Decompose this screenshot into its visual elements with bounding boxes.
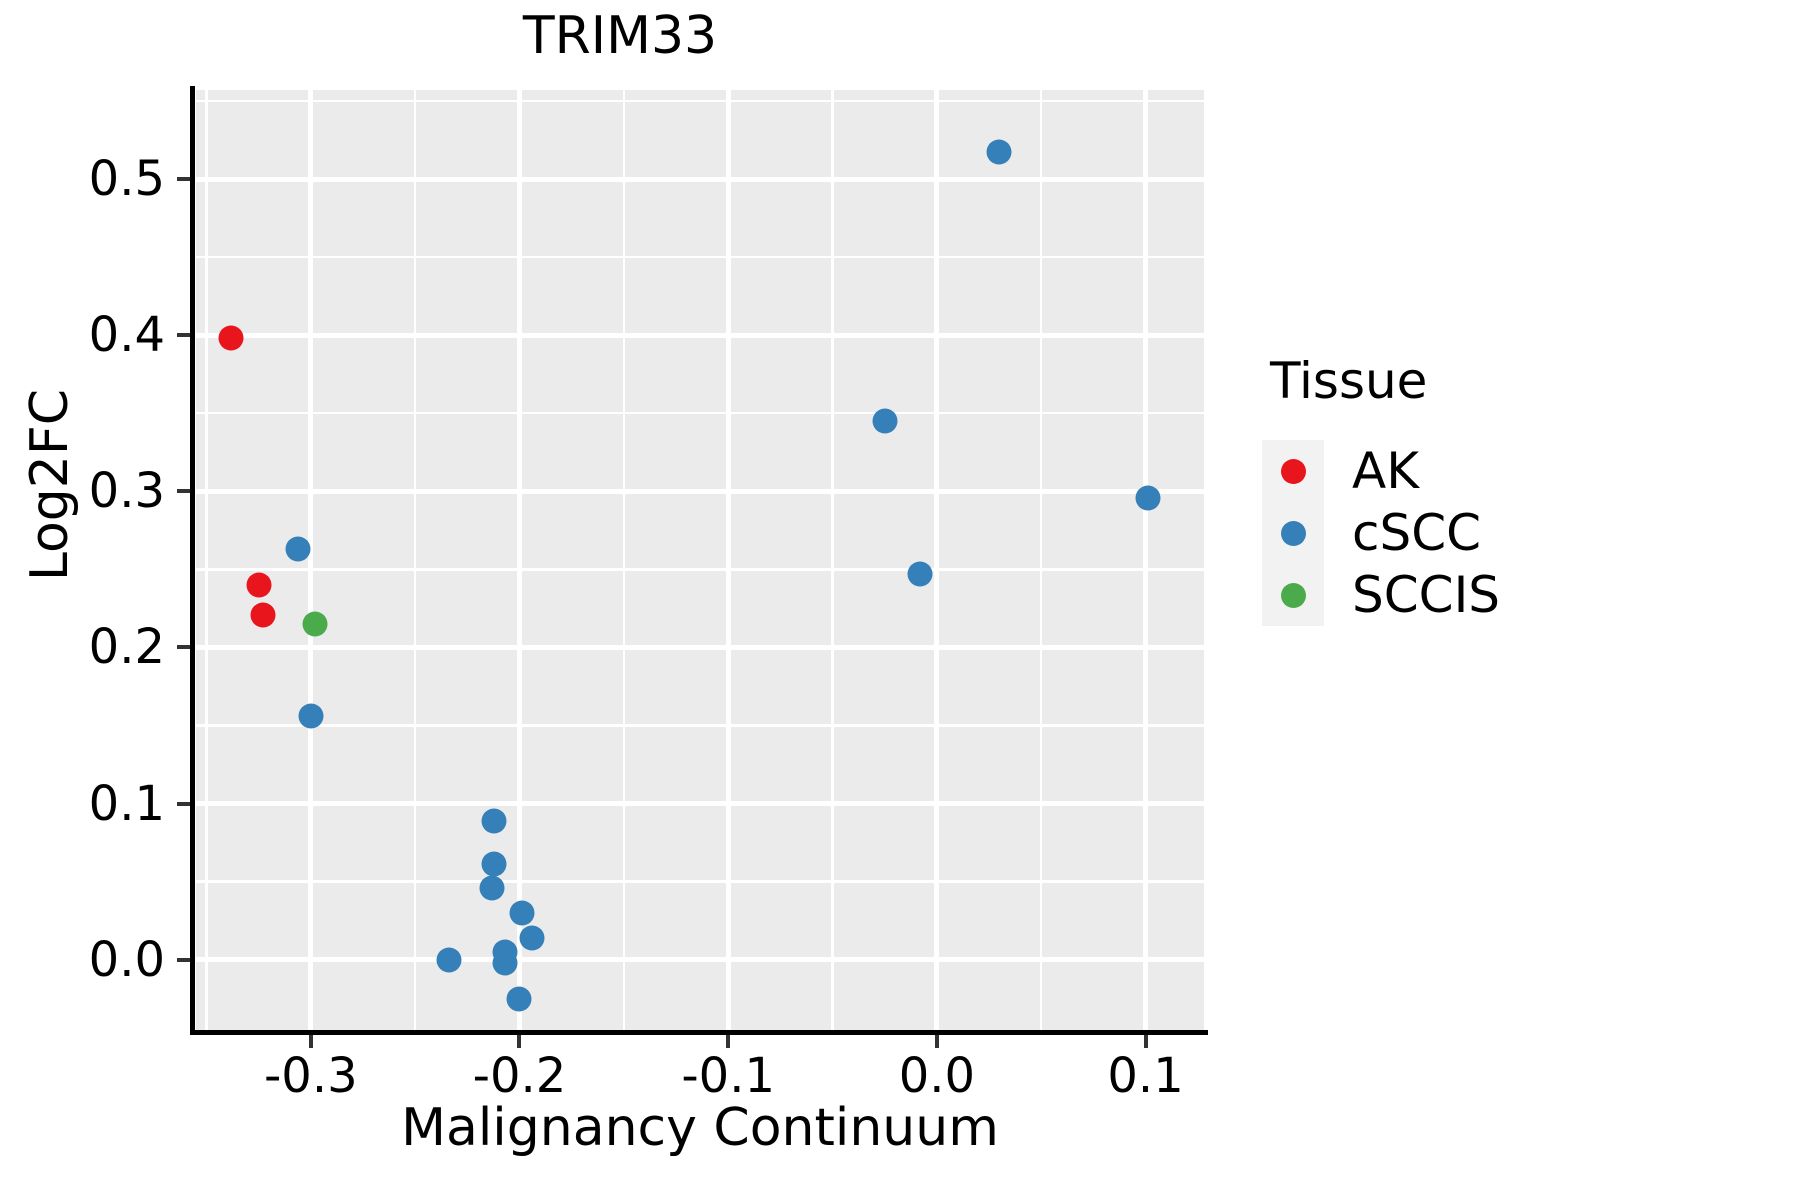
gridline <box>196 176 1204 182</box>
legend-dot-icon <box>1280 582 1306 608</box>
legend-key-swatch <box>1262 564 1324 626</box>
x-tick-label: -0.1 <box>681 1048 775 1104</box>
gridline <box>1039 90 1043 1030</box>
y-axis-line <box>190 86 195 1034</box>
gridline <box>725 90 731 1030</box>
x-tick-mark <box>1143 1035 1148 1048</box>
data-point-cscc <box>436 947 462 973</box>
gridline <box>831 90 834 1030</box>
data-point-cscc <box>1135 485 1161 511</box>
gridline <box>196 488 1204 494</box>
legend-item-ak[interactable]: AK <box>1262 440 1742 502</box>
legend-item-label: SCCIS <box>1352 566 1501 624</box>
y-tick-label: 0.2 <box>88 619 165 676</box>
legend: Tissue AK cSCC SCCIS <box>1262 352 1742 626</box>
gridline <box>196 255 1204 259</box>
y-tick-mark <box>177 957 190 962</box>
legend-dot-icon <box>1280 458 1306 484</box>
data-point-cscc <box>907 561 933 587</box>
gridline <box>516 90 522 1030</box>
data-point-cscc <box>872 408 898 434</box>
data-point-ak <box>218 325 244 351</box>
x-tick-label: -0.2 <box>472 1048 567 1104</box>
y-axis-title: Log2FC <box>20 388 80 582</box>
data-point-sccis <box>302 611 328 637</box>
y-tick-mark <box>177 489 190 494</box>
data-point-cscc <box>519 925 545 951</box>
y-tick-label: 0.1 <box>88 775 165 832</box>
data-point-ak <box>246 572 272 598</box>
gridline <box>196 957 1204 963</box>
page-title: TRIM33 <box>522 6 718 66</box>
legend-title: Tissue <box>1270 352 1428 410</box>
gridline <box>196 724 1204 727</box>
x-tick-mark <box>308 1035 313 1048</box>
x-tick-mark <box>517 1035 522 1048</box>
x-axis-title: Malignancy Continuum <box>401 1098 999 1158</box>
plot-panel <box>196 90 1204 1030</box>
plot-panel-wrapper <box>196 90 1204 1030</box>
y-tick-mark <box>177 645 190 650</box>
y-tick-mark <box>177 801 190 806</box>
data-point-cscc <box>479 875 505 901</box>
gridline <box>196 880 1204 883</box>
x-tick-mark <box>726 1035 731 1048</box>
data-point-cscc <box>506 986 532 1012</box>
legend-key-swatch <box>1262 502 1324 564</box>
data-point-cscc <box>481 808 507 834</box>
y-tick-label: 0.3 <box>88 463 165 520</box>
gridline <box>196 568 1204 571</box>
gridline <box>196 99 1204 103</box>
y-tick-label: 0.5 <box>88 151 165 207</box>
legend-dot-icon <box>1280 520 1306 546</box>
y-tick-label: 0.0 <box>88 931 165 988</box>
x-tick-label: -0.3 <box>263 1048 358 1104</box>
legend-item-label: cSCC <box>1352 504 1482 562</box>
y-tick-mark <box>177 177 190 181</box>
gridline <box>196 644 1204 650</box>
gridline <box>196 411 1204 415</box>
data-point-cscc <box>509 900 535 926</box>
x-tick-label: 0.1 <box>1107 1048 1184 1104</box>
legend-item-label: AK <box>1352 442 1419 500</box>
data-point-cscc <box>492 950 518 976</box>
gridline <box>205 90 208 1030</box>
legend-key-swatch <box>1262 440 1324 502</box>
data-point-cscc <box>481 851 507 877</box>
y-tick-mark <box>177 333 190 338</box>
x-tick-label: 0.0 <box>898 1048 976 1104</box>
gridline <box>308 90 314 1030</box>
gridline <box>413 90 417 1030</box>
data-point-cscc <box>285 536 311 562</box>
legend-items: AK cSCC SCCIS <box>1262 440 1742 626</box>
gridline <box>934 90 940 1030</box>
x-tick-mark <box>934 1035 939 1048</box>
data-point-cscc <box>298 703 324 729</box>
gridline <box>622 90 626 1030</box>
data-point-ak <box>250 602 276 628</box>
y-tick-label: 0.4 <box>88 307 165 364</box>
gridline <box>196 332 1204 338</box>
gridline <box>1143 90 1149 1030</box>
data-point-cscc <box>986 139 1012 165</box>
legend-item-cscc[interactable]: cSCC <box>1262 502 1742 564</box>
gridline <box>196 801 1204 807</box>
legend-item-sccis[interactable]: SCCIS <box>1262 564 1742 626</box>
x-axis-line <box>190 1030 1208 1035</box>
